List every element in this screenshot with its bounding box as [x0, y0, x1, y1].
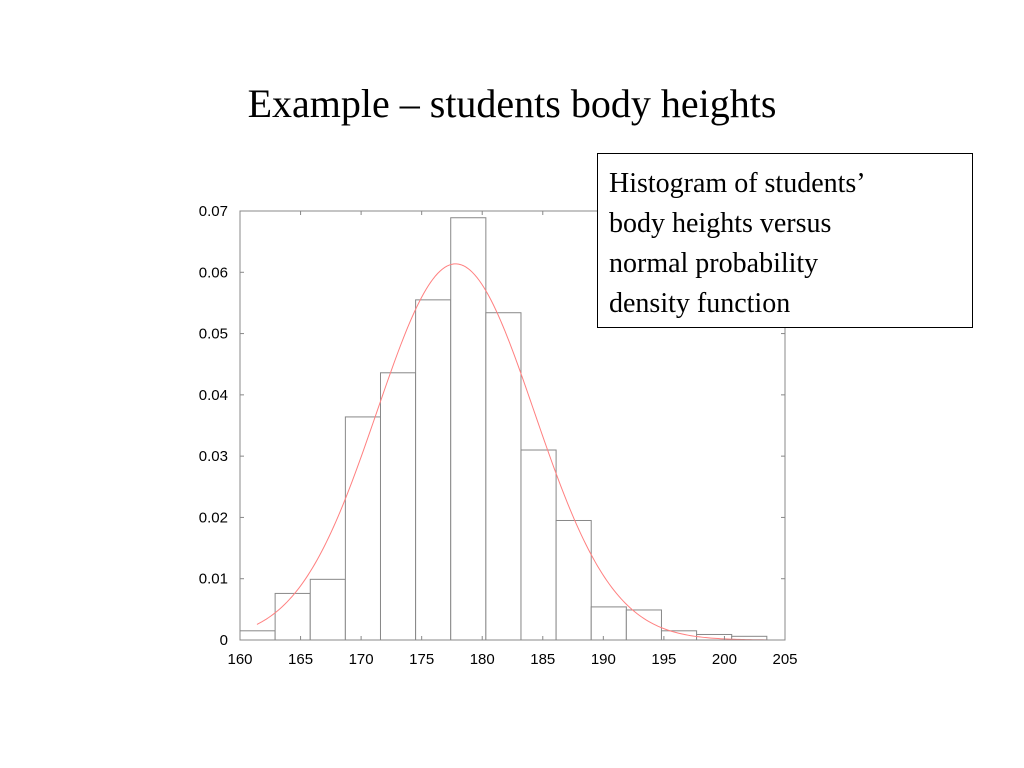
x-tick-label: 185	[530, 651, 555, 668]
histogram-bars	[239, 217, 768, 641]
x-tick-label: 195	[651, 651, 676, 668]
y-tick-label: 0.04	[199, 387, 228, 404]
callout-line: body heights versus	[609, 208, 832, 239]
plot-frame	[239, 210, 786, 641]
histogram-bar	[450, 217, 487, 641]
y-tick-label: 0.05	[199, 326, 228, 343]
histogram-bar	[239, 630, 276, 641]
x-tick-label: 165	[288, 651, 313, 668]
y-tick-label: 0.06	[199, 264, 228, 281]
x-tick-label: 170	[349, 651, 374, 668]
y-axis: 0 0.01 0.02 0.03 0.04 0.05 0.06 0.07	[199, 203, 785, 649]
y-tick-label: 0.01	[199, 571, 228, 588]
histogram-bar	[555, 519, 592, 641]
y-tick-label: 0.07	[199, 203, 228, 220]
y-tick-label: 0.02	[199, 509, 228, 526]
x-axis: 160 165 170 175 180 185 190 195 200 205	[227, 211, 798, 668]
plot-border	[239, 210, 786, 641]
histogram-bar	[485, 312, 522, 641]
x-tick-label: 175	[409, 651, 434, 668]
normal-density-curve	[256, 263, 767, 641]
x-tick-label: 200	[712, 651, 737, 668]
y-tick-label: 0	[220, 632, 228, 649]
x-tick-label: 205	[772, 651, 797, 668]
histogram-bar	[309, 578, 346, 641]
slide-title: Example – students body heights	[247, 81, 777, 126]
y-tick-label: 0.03	[199, 448, 228, 465]
callout-box: Histogram of students’ body heights vers…	[597, 153, 973, 328]
histogram-bar	[590, 606, 627, 641]
histogram-bar	[379, 372, 417, 641]
callout-line: Histogram of students’	[609, 168, 866, 199]
normal-density-curve-group	[256, 263, 767, 641]
callout-line: normal probability	[609, 248, 819, 279]
callout-line: density function	[609, 288, 791, 319]
histogram-bar	[520, 449, 557, 641]
histogram-bar	[274, 592, 311, 641]
histogram-bar	[415, 299, 452, 641]
x-tick-label: 160	[227, 651, 252, 668]
x-tick-label: 190	[591, 651, 616, 668]
x-tick-label: 180	[470, 651, 495, 668]
